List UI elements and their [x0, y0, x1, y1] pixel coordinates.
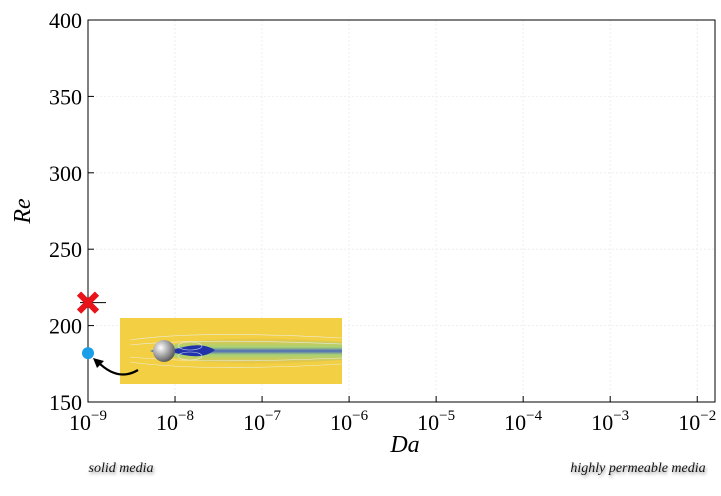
y-tick-label: 150 [49, 390, 82, 415]
y-axis-label: Re [10, 198, 36, 225]
y-tick-label: 350 [49, 84, 82, 109]
x-tick-label: 10−4 [504, 408, 542, 435]
point [82, 347, 94, 360]
plot-frame [87, 19, 716, 403]
y-tick-label: 400 [49, 8, 82, 33]
inset-image [93, 318, 343, 384]
x-tick-label: 10−8 [156, 408, 194, 435]
point [76, 291, 100, 314]
x-tick-label: 10−7 [243, 408, 281, 435]
x-tick-label: 10−9 [69, 408, 107, 435]
annotation: highly permeable media [570, 461, 705, 476]
x-tick-label: 10−5 [417, 408, 455, 435]
x-axis-label: Da [389, 432, 419, 458]
annotation: solid media [89, 461, 154, 476]
y-tick-label: 200 [49, 314, 82, 339]
y-tick-label: 250 [49, 237, 82, 262]
x-tick-label: 10−3 [591, 408, 629, 435]
x-tick-label: 10−6 [330, 408, 368, 435]
x-tick-label: 10−2 [678, 408, 716, 435]
y-tick-label: 300 [49, 161, 82, 186]
